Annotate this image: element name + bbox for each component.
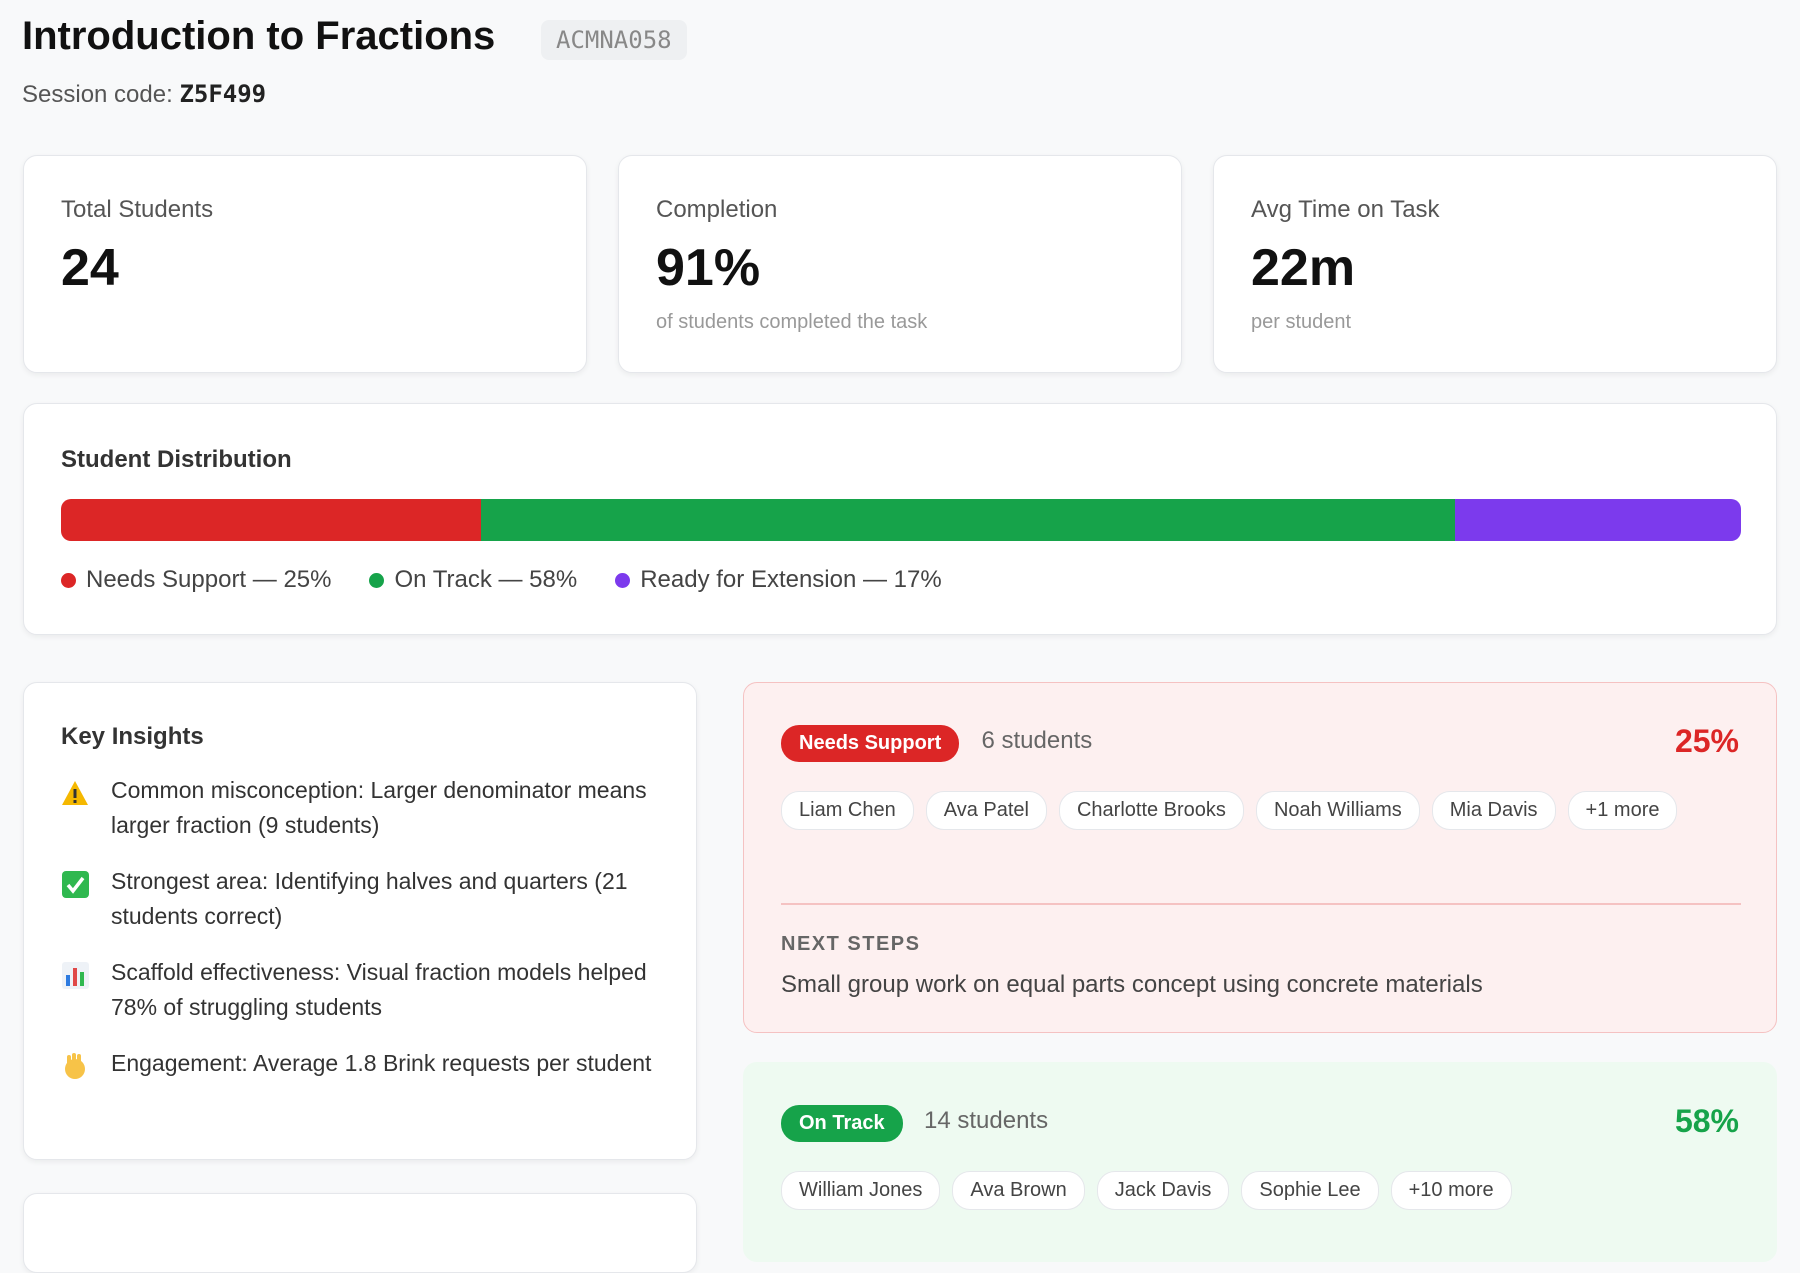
stat-sub: of students completed the task [656,311,928,333]
legend: Needs Support — 25% On Track — 58% Ready f… [61,566,942,594]
student-chips: Liam Chen Ava Patel Charlotte Brooks Noah W… [781,791,1741,844]
group-card: On Track 14 students 58% William Jones Ava B… [743,1062,1777,1262]
stat-value: 91% [656,239,761,297]
distribution-bar [61,499,1741,541]
session-code: Z5F499 [179,80,267,108]
insight-text: Strongest area: Identifying halves and q… [111,868,628,929]
insights-card: Key Insights Common misconception: Large… [23,682,697,1160]
insight: Common misconception: Larger denominator… [61,773,661,843]
next-card [23,1193,697,1273]
student-chip: William Jones [781,1171,941,1210]
legend-label: Ready for Extension — 17% [640,566,942,593]
group-badge: Needs Support [781,725,960,762]
page: Introduction to Fractions ACMNA058 Sessi… [22,14,1777,1273]
group-badge: On Track [781,1105,903,1142]
insight: Strongest area: Identifying halves and q… [61,864,661,934]
legend-item: Ready for Extension — 17% [615,566,942,594]
student-chip: Charlotte Brooks [1058,791,1244,830]
stat-value: 24 [61,239,119,297]
legend-label: On Track — 58% [394,566,578,593]
insights-title: Key Insights [61,723,204,750]
stat-label: Total Students [61,196,214,223]
student-chip: +1 more [1567,791,1678,830]
stat-label: Avg Time on Task [1251,196,1440,223]
legend-dot [615,572,631,588]
session: Session code: Z5F499 [22,80,266,109]
stat-card: Completion 91% of students completed the t… [618,155,1182,373]
student-chip: Liam Chen [781,791,914,830]
legend-item: On Track — 58% [369,566,577,594]
group-card: Needs Support 6 students 25% Liam Chen Ava P… [743,682,1777,1033]
next-steps-title: NEXT STEPS [781,933,921,955]
group-count: 6 students [981,727,1093,754]
group-percent: 58% [1674,1103,1739,1139]
next-steps: Small group work on equal parts concept … [781,971,1483,998]
insight-icon [62,962,89,989]
insight-text: Scaffold effectiveness: Visual fraction … [111,959,647,1020]
student-chip: Ava Brown [952,1171,1085,1210]
stat-label: Completion [656,196,778,223]
bar-segment [61,499,481,541]
legend-label: Needs Support — 25% [86,566,332,593]
legend-item: Needs Support — 25% [61,566,331,594]
bar-segment [481,499,1456,541]
code-tag: ACMNA058 [541,20,687,60]
stat-sub: per student [1251,311,1352,333]
insight: Scaffold effectiveness: Visual fraction … [61,955,661,1025]
divider [781,903,1741,905]
bar-segment [1455,499,1741,541]
student-chips: William Jones Ava Brown Jack Davis Sophie L… [781,1171,1741,1224]
stat-value: 22m [1251,239,1356,297]
insight: Engagement: Average 1.8 Brink requests p… [61,1046,661,1081]
session-label: Session code: [22,81,173,108]
insight-text: Engagement: Average 1.8 Brink requests p… [111,1050,652,1076]
distribution-title: Student Distribution [61,446,292,473]
legend-dot [369,572,385,588]
student-chip: Ava Patel [925,791,1047,830]
title: Introduction to Fractions [22,14,496,58]
insight-text: Common misconception: Larger denominator… [111,777,647,838]
insight-icon [62,871,89,898]
stat-card: Total Students 24 [23,155,587,373]
student-chip: Mia Davis [1431,791,1556,830]
stat-card: Avg Time on Task 22m per student [1213,155,1777,373]
student-chip: +10 more [1390,1171,1512,1210]
student-chip: Jack Davis [1096,1171,1230,1210]
group-count: 14 students [924,1107,1049,1134]
insight-icon [62,781,88,805]
group-percent: 25% [1674,723,1739,759]
legend-dot [61,572,76,588]
student-chip: Sophie Lee [1241,1171,1379,1210]
distribution-card: Student Distribution Needs Support — 25%… [23,403,1777,635]
insight-icon [65,1053,85,1079]
student-chip: Noah Williams [1255,791,1420,830]
